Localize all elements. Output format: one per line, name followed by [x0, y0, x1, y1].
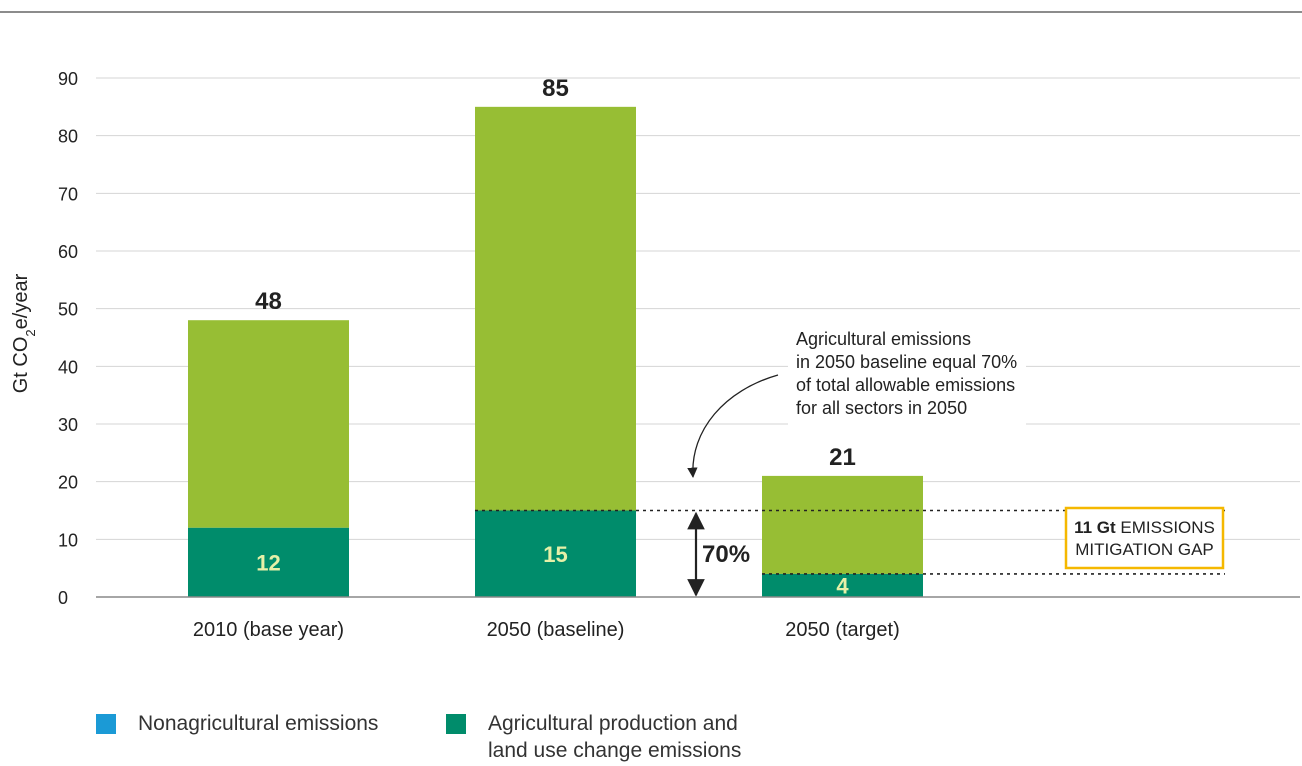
y-tick-label: 80: [58, 127, 78, 147]
legend-label-line: Nonagricultural emissions: [138, 712, 379, 735]
bar-total-0: [188, 320, 349, 528]
legend-item-nonagricultural: Nonagricultural emissions: [96, 712, 378, 739]
annotation-line: Agricultural emissions: [796, 329, 971, 349]
bar-total-1: [475, 106, 636, 511]
bars: 48 12 85 15 21 4: [188, 75, 923, 598]
x-tick-label: 2010 (base year): [193, 619, 344, 641]
x-tick-label: 2050 (baseline): [487, 619, 625, 641]
y-tick-label: 40: [58, 357, 78, 377]
mitigation-gap-box: [1064, 506, 1225, 570]
bar-total-label: 48: [255, 288, 282, 315]
legend-swatch-nonagricultural: [96, 714, 116, 734]
x-axis: 2010 (base year) 2050 (baseline) 2050 (tar…: [193, 619, 900, 641]
bar-agricultural-1: [475, 510, 636, 597]
annotations: 70% Agricultural emissions in 2050 baselin…: [475, 323, 1225, 597]
bar-total-label: 85: [542, 75, 569, 102]
bar-total-label: 21: [829, 444, 856, 471]
bar-agricultural-2: [762, 573, 923, 597]
legend-label-nonagricultural: Nonagricultural emissions: [138, 712, 378, 739]
y-tick-label: 70: [58, 184, 78, 204]
y-tick-label: 60: [58, 242, 78, 262]
y-tick-label: 50: [58, 300, 78, 320]
bar-agricultural-label: 15: [543, 542, 567, 567]
bar-agricultural-label: 4: [836, 573, 849, 598]
legend-label-line: land use change emissions: [488, 739, 742, 762]
x-tick-label: 2050 (target): [785, 619, 900, 641]
bar-agricultural-label: 12: [256, 550, 280, 575]
emissions-chart: 0 10 20 30 40 50 60 70 80 90 Gt CO2e/year 48 12 85 15…: [0, 11, 1302, 641]
annotation-line: in 2050 baseline equal 70%: [796, 352, 1017, 372]
bar-total-2: [762, 475, 923, 574]
mitigation-gap-line-1: 11 Gt EMISSIONS: [1074, 518, 1215, 537]
legend-label-agricultural: Agricultural production and land use cha…: [488, 712, 741, 766]
legend-label-line: Agricultural production and: [488, 712, 738, 735]
annotation-line: for all sectors in 2050: [796, 398, 967, 418]
y-tick-label: 10: [58, 530, 78, 550]
annotation-bg: [788, 323, 1026, 425]
legend-item-agricultural: Agricultural production and land use cha…: [446, 712, 741, 766]
legend-swatch-agricultural: [446, 714, 466, 734]
bar-agricultural-0: [188, 527, 349, 597]
y-axis-title: Gt CO2e/year: [10, 273, 38, 393]
annotation-line: of total allowable emissions: [796, 375, 1015, 395]
bracket-label: 70%: [702, 541, 750, 568]
y-tick-label: 90: [58, 69, 78, 89]
y-tick-label: 20: [58, 473, 78, 493]
y-tick-label: 0: [58, 588, 68, 608]
mitigation-gap-line-2: MITIGATION GAP: [1075, 540, 1214, 559]
y-axis: 0 10 20 30 40 50 60 70 80 90 Gt CO2e/year: [10, 69, 78, 608]
y-tick-label: 30: [58, 415, 78, 435]
annotation-pointer-arrow: [687, 374, 779, 479]
